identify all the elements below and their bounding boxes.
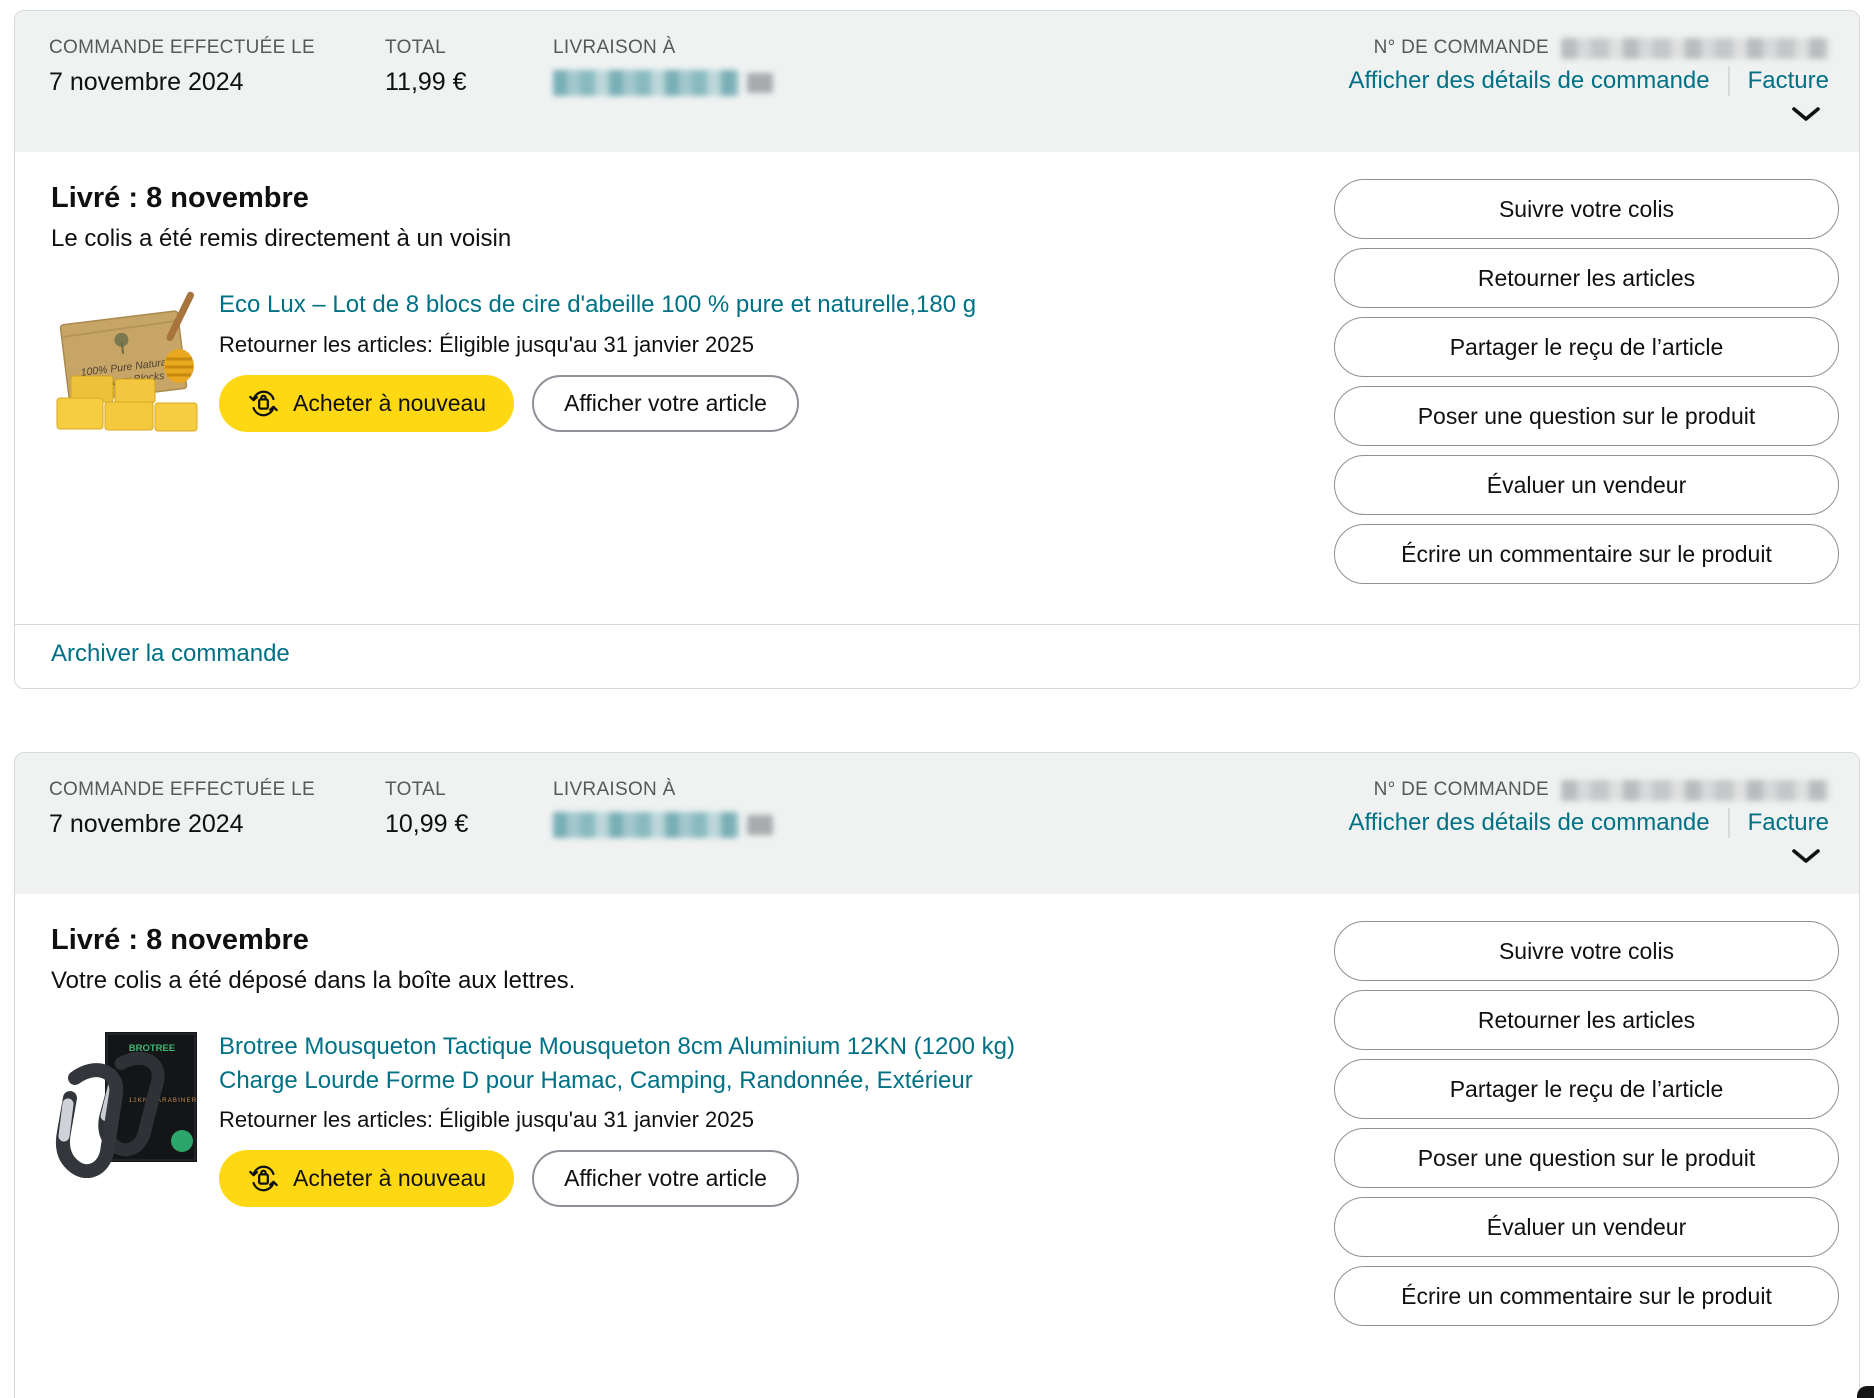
link-separator [1727, 808, 1730, 838]
recipient-chevron-redacted [747, 815, 773, 835]
invoice-link[interactable]: Facture [1747, 67, 1829, 94]
return-items-button[interactable]: Retourner les articles [1334, 990, 1839, 1050]
rate-seller-button[interactable]: Évaluer un vendeur [1334, 1197, 1839, 1257]
shipment-info: Livré : 8 novembre Le colis a été remis … [51, 182, 1823, 436]
order-footer: Archiver la commande [15, 624, 1859, 688]
track-package-button[interactable]: Suivre votre colis [1334, 921, 1839, 981]
delivery-status-note: Le colis a été remis directement à un vo… [51, 225, 512, 252]
order-placed-date: 7 novembre 2024 [49, 68, 244, 96]
write-review-button[interactable]: Écrire un commentaire sur le produit [1334, 1266, 1839, 1326]
order-total-label: TOTAL [385, 779, 446, 800]
order-header-left: COMMANDE EFFECTUÉE LE 7 novembre 2024 TO… [49, 37, 773, 97]
delivery-status-title: Livré : 8 novembre [51, 924, 309, 956]
order-card: COMMANDE EFFECTUÉE LE 7 novembre 2024 TO… [14, 10, 1860, 689]
invoice-link[interactable]: Facture [1747, 809, 1829, 836]
order-details-link[interactable]: Afficher des détails de commande [1348, 809, 1710, 836]
rate-seller-button[interactable]: Évaluer un vendeur [1334, 455, 1839, 515]
order-number-redacted [1561, 779, 1829, 801]
recipient-chevron-redacted [747, 73, 773, 93]
order-number-label: N° DE COMMANDE [1373, 779, 1549, 800]
ship-to-label: LIVRAISON À [553, 37, 676, 58]
brand-text: BROTREE [129, 1043, 175, 1054]
view-item-button[interactable]: Afficher votre article [532, 1150, 799, 1208]
product-info: Brotree Mousqueton Tactique Mousqueton 8… [219, 1028, 1039, 1208]
product-row: BROTREE 12KN CARABINER [51, 1028, 1823, 1208]
write-review-button[interactable]: Écrire un commentaire sur le produit [1334, 524, 1839, 584]
share-receipt-button[interactable]: Partager le reçu de l’article [1334, 317, 1839, 377]
order-details-link[interactable]: Afficher des détails de commande [1348, 67, 1710, 94]
carabiner-product-image[interactable]: BROTREE 12KN CARABINER [51, 1028, 201, 1178]
order-header-right: N° DE COMMANDE Afficher des détails de c… [1349, 37, 1829, 123]
buy-again-icon [247, 1162, 280, 1195]
return-eligibility-note: Retourner les articles: Éligible jusqu'a… [219, 331, 754, 357]
buy-again-icon [247, 387, 280, 420]
product-title-link[interactable]: Brotree Mousqueton Tactique Mousqueton 8… [219, 1033, 1015, 1094]
chevron-down-icon[interactable] [1791, 848, 1821, 865]
order-number-redacted [1561, 37, 1829, 59]
order-header: COMMANDE EFFECTUÉE LE 7 novembre 2024 TO… [15, 753, 1859, 894]
product-row: 100% Pure Natural Beeswax Blocks [51, 286, 1823, 436]
order-actions: Suivre votre colis Retourner les article… [1334, 179, 1839, 584]
beeswax-product-image[interactable]: 100% Pure Natural Beeswax Blocks [51, 286, 201, 436]
buy-again-button[interactable]: Acheter à nouveau [219, 1150, 515, 1208]
ask-question-button[interactable]: Poser une question sur le produit [1334, 386, 1839, 446]
order-card: COMMANDE EFFECTUÉE LE 7 novembre 2024 TO… [14, 752, 1860, 1398]
view-item-button[interactable]: Afficher votre article [532, 374, 799, 432]
order-total-value: 11,99 € [385, 68, 467, 96]
order-number-label: N° DE COMMANDE [1373, 37, 1549, 58]
ship-to-label: LIVRAISON À [553, 779, 676, 800]
recipient-name-redacted[interactable] [553, 812, 739, 838]
box-text: 12KN CARABINER [129, 1098, 197, 1104]
order-actions: Suivre votre colis Retourner les article… [1334, 921, 1839, 1326]
corner-artifact [1857, 1386, 1874, 1398]
delivery-status-note: Votre colis a été déposé dans la boîte a… [51, 967, 576, 994]
order-placed-label: COMMANDE EFFECTUÉE LE [49, 37, 315, 58]
recipient-name-redacted[interactable] [553, 70, 739, 96]
return-items-button[interactable]: Retourner les articles [1334, 248, 1839, 308]
return-eligibility-note: Retourner les articles: Éligible jusqu'a… [219, 1107, 754, 1133]
track-package-button[interactable]: Suivre votre colis [1334, 179, 1839, 239]
order-placed-label: COMMANDE EFFECTUÉE LE [49, 779, 315, 800]
order-body: Livré : 8 novembre Votre colis a été dép… [15, 894, 1859, 1326]
ask-question-button[interactable]: Poser une question sur le produit [1334, 1128, 1839, 1188]
order-body: Livré : 8 novembre Le colis a été remis … [15, 152, 1859, 624]
buy-again-button[interactable]: Acheter à nouveau [219, 374, 515, 432]
chevron-down-icon[interactable] [1791, 106, 1821, 123]
delivery-status-title: Livré : 8 novembre [51, 182, 309, 214]
archive-order-link[interactable]: Archiver la commande [51, 640, 290, 667]
order-total-value: 10,99 € [385, 810, 469, 838]
shipment-info: Livré : 8 novembre Votre colis a été dép… [51, 924, 1823, 1208]
buy-again-label: Acheter à nouveau [293, 1165, 487, 1192]
order-header-left: COMMANDE EFFECTUÉE LE 7 novembre 2024 TO… [49, 779, 773, 839]
share-receipt-button[interactable]: Partager le reçu de l’article [1334, 1059, 1839, 1119]
order-total-label: TOTAL [385, 37, 446, 58]
link-separator [1727, 66, 1730, 96]
order-header-right: N° DE COMMANDE Afficher des détails de c… [1349, 779, 1829, 865]
product-info: Eco Lux – Lot de 8 blocs de cire d'abeil… [219, 286, 976, 436]
buy-again-label: Acheter à nouveau [293, 389, 487, 416]
order-header: COMMANDE EFFECTUÉE LE 7 novembre 2024 TO… [15, 11, 1859, 152]
honey-dipper [166, 291, 195, 341]
order-placed-date: 7 novembre 2024 [49, 810, 244, 838]
product-title-link[interactable]: Eco Lux – Lot de 8 blocs de cire d'abeil… [219, 291, 977, 318]
